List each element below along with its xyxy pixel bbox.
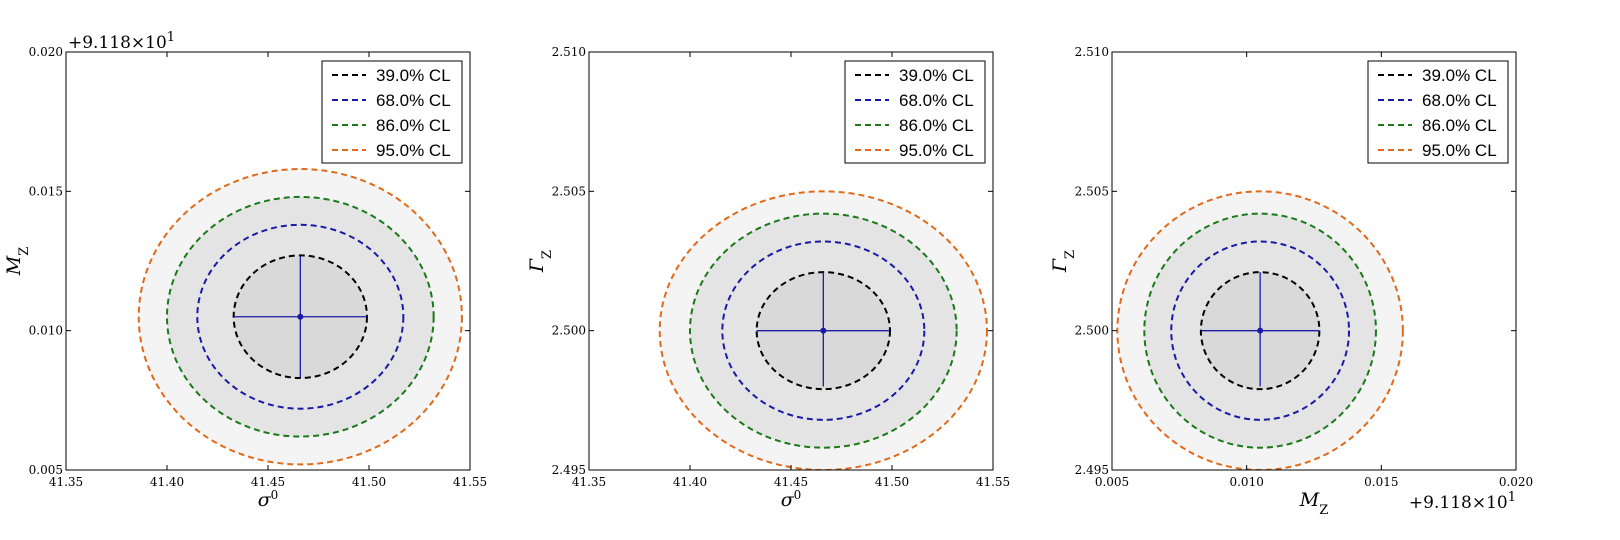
center-point [297, 313, 304, 320]
x-tick-label: 0.020 [1499, 475, 1533, 489]
y-axis-offset: +9.118×101 [68, 30, 175, 54]
x-tick-label: 41.45 [774, 475, 808, 489]
y-tick-label: 0.010 [29, 324, 63, 338]
legend-label: 95.0% CL [899, 141, 974, 160]
legend-label: 86.0% CL [899, 116, 974, 135]
legend-label: 86.0% CL [1422, 116, 1497, 135]
y-tick-label: 2.510 [552, 45, 586, 59]
cl-contour-line [196, 223, 405, 410]
x-axis-label: σ0 [781, 488, 802, 511]
y-axis-label: ΓZ [526, 250, 555, 273]
plot-area [137, 168, 463, 466]
y-axis-label: MZ [3, 247, 32, 277]
legend-box [321, 60, 463, 164]
center-point [1257, 327, 1264, 334]
chart-panel-1: 41.35 41.40 41.45 41.50 41.55 0.005 0.010 0.015… [3, 30, 487, 512]
x-tick-label: 0.015 [1364, 475, 1398, 489]
x-tick-label: 41.40 [150, 475, 184, 489]
x-tick-label: 41.35 [572, 475, 606, 489]
chart-panel-2: 41.35 41.40 41.45 41.50 41.55 2.495 2.500 2.505… [526, 45, 1010, 511]
y-axis-label: ΓZ [1049, 250, 1078, 273]
plot-area [658, 190, 988, 470]
y-tick-label: 2.505 [1075, 184, 1109, 198]
y-tick-label: 2.500 [552, 324, 586, 338]
cl-contour-line [1170, 240, 1351, 421]
plot-area [1116, 190, 1404, 470]
y-tick-label: 2.500 [1075, 324, 1109, 338]
legend-label: 95.0% CL [376, 141, 451, 160]
cl-contour-line [1143, 212, 1377, 449]
cl-contour-line [658, 190, 988, 470]
y-tick-label: 0.005 [29, 463, 63, 477]
legend-label: 39.0% CL [899, 66, 974, 85]
cl-contour-line [689, 212, 958, 449]
y-tick-label: 2.495 [552, 463, 586, 477]
x-tick-label: 41.35 [49, 475, 83, 489]
x-tick-label: 41.55 [453, 475, 487, 489]
y-tick-label: 2.495 [1075, 463, 1109, 477]
legend-label: 39.0% CL [376, 66, 451, 85]
x-axis-label: MZ [1299, 489, 1329, 518]
y-tick-label: 0.020 [29, 45, 63, 59]
cl-contour-line [721, 240, 926, 421]
y-tick-label: 2.505 [552, 184, 586, 198]
legend-box [1367, 60, 1509, 164]
chart-panel-3: 0.005 0.010 0.015 0.020 2.495 2.500 2.505 2.510… [1049, 45, 1533, 518]
y-tick-label: 0.015 [29, 184, 63, 198]
x-tick-label: 0.010 [1229, 475, 1263, 489]
legend-label: 86.0% CL [376, 116, 451, 135]
legend-label: 68.0% CL [1422, 91, 1497, 110]
y-tick-label: 2.510 [1075, 45, 1109, 59]
legend: 39.0% CL 68.0% CL 86.0% CL 95.0% CL [321, 60, 463, 164]
legend-box [844, 60, 986, 164]
x-tick-label: 41.55 [976, 475, 1010, 489]
legend-label: 68.0% CL [899, 91, 974, 110]
x-tick-label: 41.40 [673, 475, 707, 489]
legend: 39.0% CL 68.0% CL 86.0% CL 95.0% CL [844, 60, 986, 164]
x-tick-label: 41.45 [251, 475, 285, 489]
x-axis-label: σ0 [258, 488, 279, 511]
cl-contour-line [166, 195, 435, 438]
plot-frame [1111, 51, 1517, 471]
x-tick-label: 41.50 [875, 475, 909, 489]
legend-label: 95.0% CL [1422, 141, 1497, 160]
x-tick-label: 41.50 [352, 475, 386, 489]
x-axis-offset: +9.118×101 [1409, 490, 1516, 514]
legend-label: 39.0% CL [1422, 66, 1497, 85]
center-point [820, 327, 827, 334]
legend-label: 68.0% CL [376, 91, 451, 110]
legend: 39.0% CL 68.0% CL 86.0% CL 95.0% CL [1367, 60, 1509, 164]
cl-contour-line [137, 168, 463, 466]
x-tick-label: 0.005 [1095, 475, 1129, 489]
